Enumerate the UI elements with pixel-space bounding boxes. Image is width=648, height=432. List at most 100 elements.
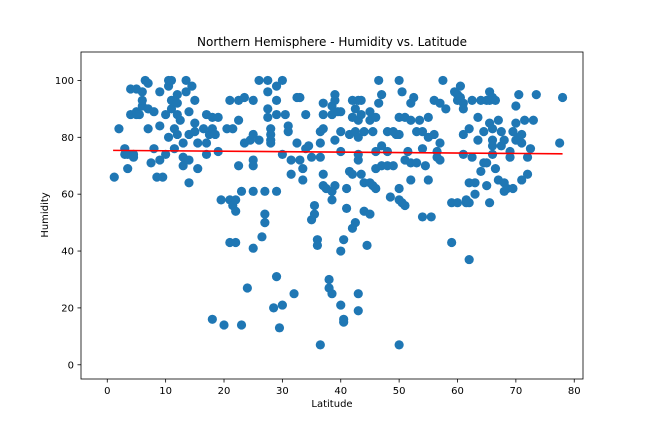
data-point: [327, 195, 337, 205]
data-point: [371, 112, 381, 122]
plot-area: 0 10 20 30 40 50 60 70 80 0 20 40 60 80 100: [55, 51, 584, 397]
data-point: [248, 186, 258, 196]
data-point: [169, 144, 179, 154]
data-point: [134, 109, 144, 120]
data-point: [467, 95, 477, 105]
x-tick-label: 0: [104, 386, 110, 397]
data-point: [172, 90, 182, 100]
data-point: [263, 112, 273, 122]
data-point: [109, 172, 119, 182]
data-point: [339, 235, 349, 245]
data-point: [470, 189, 480, 199]
data-point: [274, 323, 285, 333]
data-point: [528, 115, 538, 125]
data-point: [327, 289, 337, 299]
data-point: [394, 183, 404, 194]
x-tick-label: 60: [451, 386, 464, 397]
data-point: [266, 138, 276, 148]
data-point: [505, 152, 515, 162]
data-point: [166, 75, 177, 86]
data-point: [181, 75, 191, 86]
x-tick-label: 10: [159, 386, 172, 397]
data-point: [388, 161, 398, 171]
data-point: [190, 95, 200, 105]
data-point: [172, 98, 182, 108]
data-point: [155, 121, 165, 131]
data-point: [350, 218, 360, 228]
data-point: [234, 161, 244, 171]
data-point: [417, 144, 428, 154]
data-point: [336, 127, 346, 137]
data-point: [482, 158, 492, 168]
data-point: [198, 124, 209, 134]
data-point: [330, 135, 340, 145]
y-tick-label: 100: [55, 76, 74, 87]
data-point: [306, 152, 317, 162]
data-point: [271, 272, 282, 282]
data-point: [242, 283, 252, 293]
data-point: [158, 172, 168, 182]
data-point: [137, 87, 147, 97]
data-point: [394, 129, 404, 140]
data-point: [248, 95, 258, 105]
data-point: [143, 124, 153, 134]
y-tick-label: 20: [61, 303, 74, 314]
data-point: [417, 127, 428, 137]
data-point: [377, 90, 387, 100]
data-point: [318, 124, 328, 134]
data-point: [239, 92, 250, 103]
data-point: [271, 95, 282, 105]
data-point: [397, 87, 407, 97]
data-point: [341, 203, 352, 213]
data-point: [464, 198, 474, 208]
data-point: [374, 98, 384, 108]
data-point: [187, 81, 197, 91]
data-point: [385, 192, 395, 202]
data-point: [213, 112, 223, 122]
data-point: [420, 161, 430, 171]
data-point: [280, 109, 290, 120]
data-point: [184, 155, 194, 165]
data-point: [531, 90, 541, 100]
data-point: [193, 138, 203, 148]
data-point: [283, 127, 293, 137]
data-point: [517, 138, 527, 148]
data-point: [155, 87, 165, 97]
data-point: [464, 254, 474, 265]
y-axis-label: Humidity: [40, 192, 51, 237]
data-point: [137, 95, 147, 105]
data-point: [336, 246, 346, 256]
y-tick-label: 60: [61, 190, 74, 201]
data-point: [263, 75, 273, 86]
x-tick-label: 20: [218, 386, 231, 397]
data-point: [487, 124, 498, 134]
data-point: [417, 212, 428, 222]
chart-title: Northern Hemisphere - Humidity vs. Latit…: [197, 35, 467, 49]
data-point: [377, 141, 387, 151]
data-point: [350, 104, 360, 114]
data-point: [257, 232, 267, 242]
data-point: [318, 98, 328, 108]
data-point: [403, 146, 413, 157]
data-point: [435, 138, 445, 148]
data-point: [324, 274, 334, 285]
data-point: [394, 340, 404, 350]
data-point: [452, 198, 463, 208]
data-point: [286, 155, 296, 165]
data-point: [353, 132, 363, 142]
points-layer: [109, 75, 568, 350]
data-point: [207, 314, 217, 324]
data-point: [447, 237, 457, 248]
data-point: [161, 149, 171, 159]
data-point: [458, 129, 468, 140]
data-point: [341, 183, 352, 194]
data-point: [336, 300, 346, 310]
data-point: [216, 195, 226, 205]
data-point: [508, 127, 518, 137]
data-point: [490, 95, 501, 105]
data-point: [178, 161, 188, 171]
data-point: [353, 155, 363, 165]
data-point: [423, 112, 433, 122]
